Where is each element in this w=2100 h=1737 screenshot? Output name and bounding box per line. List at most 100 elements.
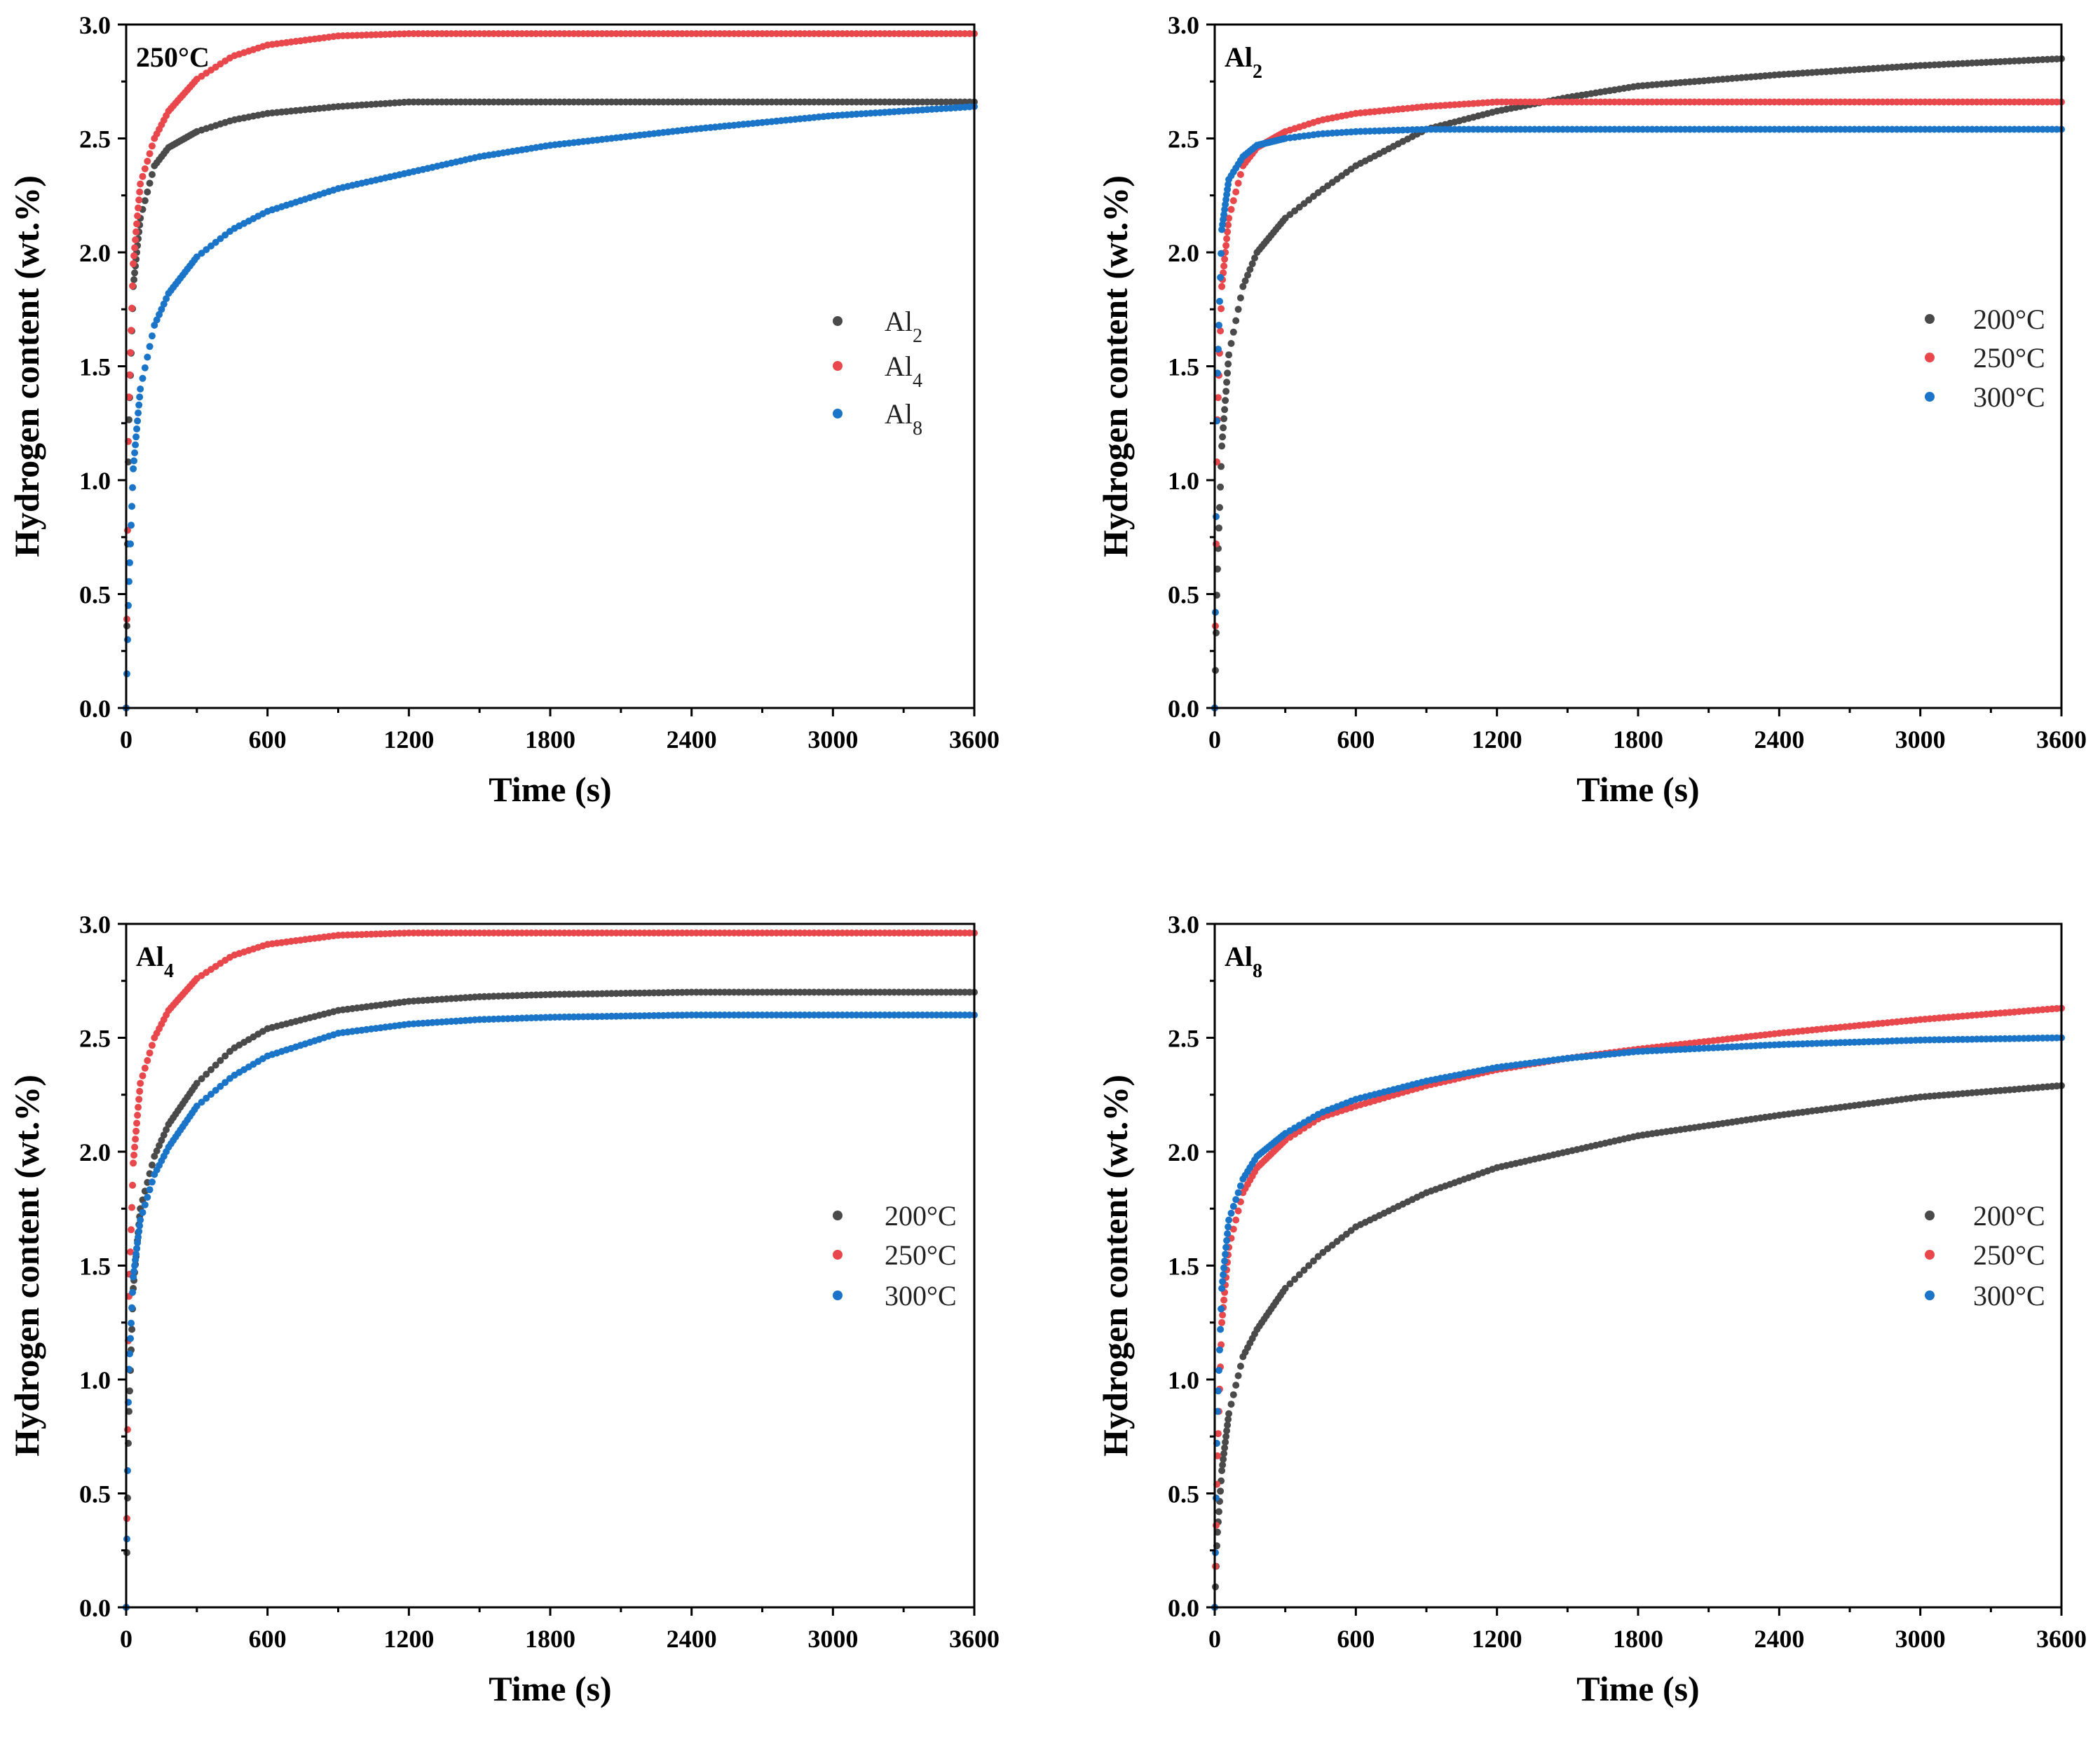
data-point: [141, 165, 149, 172]
data-point: [146, 150, 154, 158]
x-axis-title: Time (s): [1576, 1669, 1699, 1708]
y-tick-label: 3.0: [79, 11, 111, 39]
data-point: [149, 171, 156, 178]
data-point: [207, 1091, 214, 1098]
data-point: [1218, 305, 1225, 313]
data-point: [163, 1126, 170, 1133]
data-point: [1227, 205, 1235, 213]
x-tick-label: 2400: [1754, 1625, 1804, 1653]
data-point: [1234, 179, 1242, 187]
x-tick-label: 600: [1337, 726, 1375, 754]
data-point: [130, 276, 138, 283]
x-tick-label: 3600: [2036, 726, 2087, 754]
data-point: [134, 212, 142, 219]
data-point: [1219, 433, 1227, 441]
data-point: [130, 1273, 137, 1281]
data-point: [158, 306, 165, 313]
x-tick-label: 3000: [807, 1625, 858, 1653]
data-point: [1219, 1461, 1227, 1469]
y-tick-label: 0.5: [79, 581, 111, 609]
y-tick-label: 1.5: [79, 353, 111, 381]
y-tick-label: 0.0: [1168, 1594, 1199, 1622]
data-point: [1281, 1285, 1289, 1292]
data-point: [160, 1131, 168, 1139]
data-point: [198, 1075, 205, 1082]
legend-label: 300°C: [1973, 381, 2045, 413]
data-point: [133, 425, 141, 432]
legend-marker: [1925, 392, 1935, 402]
data-point: [141, 1201, 149, 1208]
data-point: [149, 1042, 156, 1049]
x-tick-label: 3600: [949, 1625, 1000, 1653]
x-tick-label: 3600: [2036, 1625, 2087, 1653]
data-point: [1222, 242, 1230, 250]
data-point: [132, 1127, 140, 1135]
series-250°C: [1211, 98, 2065, 711]
y-tick-label: 2.0: [1168, 1138, 1199, 1166]
data-point: [132, 1136, 139, 1143]
data-point: [135, 1233, 142, 1241]
data-point: [144, 158, 151, 165]
data-point: [149, 142, 156, 150]
data-point: [129, 484, 137, 491]
data-point: [1220, 415, 1228, 423]
data-point: [130, 1267, 138, 1275]
x-tick-label: 3000: [1895, 726, 1946, 754]
data-point: [130, 457, 138, 465]
data-point: [1222, 1433, 1230, 1440]
data-point: [132, 441, 139, 449]
legend-marker: [1925, 1290, 1935, 1300]
data-point: [137, 1216, 144, 1224]
y-tick-label: 0.5: [1168, 581, 1199, 609]
data-point: [212, 1087, 219, 1094]
legend-label: Al8: [885, 398, 922, 440]
plot-frame: [125, 23, 976, 709]
data-point: [1218, 282, 1226, 290]
legend-marker: [833, 316, 843, 326]
data-point: [135, 196, 143, 204]
data-point: [1232, 1216, 1240, 1224]
y-tick-label: 3.0: [1168, 11, 1199, 39]
data-point: [1216, 1346, 1223, 1354]
data-point: [139, 374, 146, 382]
legend-marker: [1925, 353, 1935, 362]
y-axis-title: Hydrogen content (wt.%): [1096, 175, 1135, 557]
data-point: [217, 1082, 224, 1090]
data-point: [1220, 262, 1228, 270]
chart-panel-b: 0 600 1200 1800 2400 3000 3600 0.0 0.5 1.0 1.5 2.0 2…: [1096, 11, 2087, 809]
data-point: [1217, 1487, 1225, 1495]
data-point: [1314, 1253, 1322, 1260]
data-point: [1217, 273, 1225, 281]
data-point: [126, 559, 133, 566]
y-tick-label: 1.0: [79, 467, 111, 495]
data-point: [1227, 340, 1235, 347]
y-tick-label: 0.5: [79, 1480, 111, 1508]
data-point: [151, 1152, 158, 1160]
data-point: [221, 1079, 229, 1087]
data-point: [146, 179, 154, 187]
data-point: [1227, 1209, 1235, 1217]
data-point: [1223, 235, 1231, 243]
series-250°C: [123, 929, 978, 1611]
series-200°C: [1211, 1082, 2065, 1611]
data-point: [1218, 463, 1225, 470]
data-point: [1219, 1312, 1227, 1319]
data-point: [128, 1204, 136, 1211]
data-point: [1234, 1189, 1242, 1197]
data-point: [128, 1326, 136, 1333]
series-Al2: [123, 98, 978, 711]
data-point: [1222, 1251, 1229, 1258]
data-point: [1215, 1367, 1222, 1374]
x-tick-label: 1800: [1613, 726, 1663, 754]
data-point: [130, 252, 138, 259]
data-point: [127, 1335, 135, 1342]
data-point: [153, 316, 161, 324]
data-point: [127, 540, 135, 547]
data-point: [1234, 306, 1242, 313]
data-point: [1291, 207, 1299, 214]
data-point: [1215, 322, 1222, 329]
data-point: [149, 1178, 156, 1186]
data-point: [136, 1222, 144, 1229]
data-point: [133, 1245, 141, 1253]
